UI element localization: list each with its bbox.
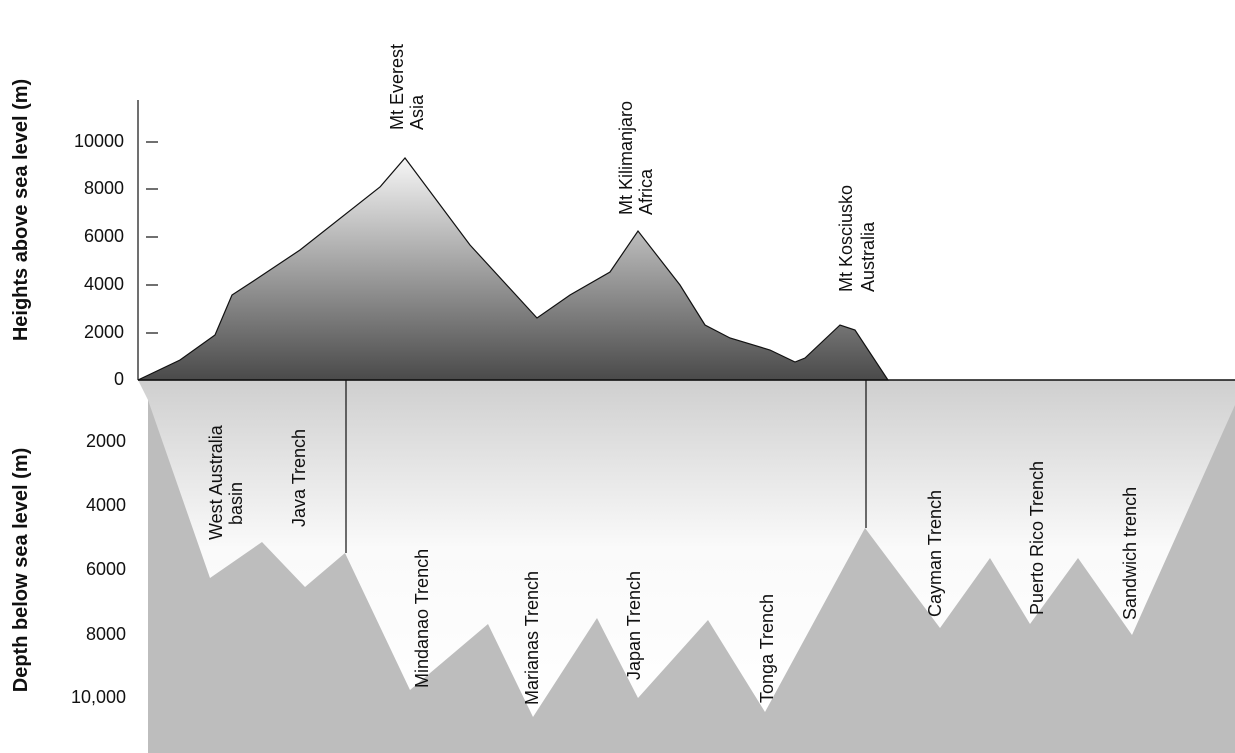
trench-label: Mindanao Trench bbox=[412, 549, 432, 688]
trench-label: Sandwich trench bbox=[1120, 487, 1140, 620]
y-tick-label: 6000 bbox=[84, 226, 124, 246]
y-tick-label: 2000 bbox=[86, 431, 126, 451]
trench-label: West Australia bbox=[206, 424, 226, 540]
trench-label: Marianas Trench bbox=[522, 571, 542, 705]
peak-region: Australia bbox=[858, 221, 878, 292]
peak-name: Mt Everest bbox=[387, 44, 407, 130]
y-tick-label: 8000 bbox=[86, 624, 126, 644]
trench-label: Tonga Trench bbox=[757, 594, 777, 703]
y-tick-label: 0 bbox=[114, 369, 124, 389]
axis-title: Heights above sea level (m) bbox=[10, 79, 32, 341]
mountains bbox=[137, 157, 890, 381]
peak-region: Asia bbox=[407, 94, 427, 130]
y-tick-label: 10000 bbox=[74, 131, 124, 151]
y-tick-label: 2000 bbox=[84, 322, 124, 342]
peak-name: Mt Kilimanjaro bbox=[616, 101, 636, 215]
trench-label: Java Trench bbox=[289, 429, 309, 527]
y-tick-label: 4000 bbox=[86, 495, 126, 515]
y-tick-label: 8000 bbox=[84, 178, 124, 198]
ocean bbox=[138, 380, 1235, 717]
y-tick-label: 6000 bbox=[86, 559, 126, 579]
peak-name: Mt Kosciusko bbox=[836, 185, 856, 292]
axis-title: Depth below sea level (m) bbox=[10, 448, 32, 693]
y-tick-label: 10,000 bbox=[71, 687, 126, 707]
trench-label: Puerto Rico Trench bbox=[1027, 461, 1047, 615]
trench-label: Cayman Trench bbox=[925, 490, 945, 617]
y-tick-label: 4000 bbox=[84, 274, 124, 294]
peak-region: Africa bbox=[636, 168, 656, 215]
trench-label: Japan Trench bbox=[624, 571, 644, 680]
trench-label: basin bbox=[226, 482, 246, 525]
